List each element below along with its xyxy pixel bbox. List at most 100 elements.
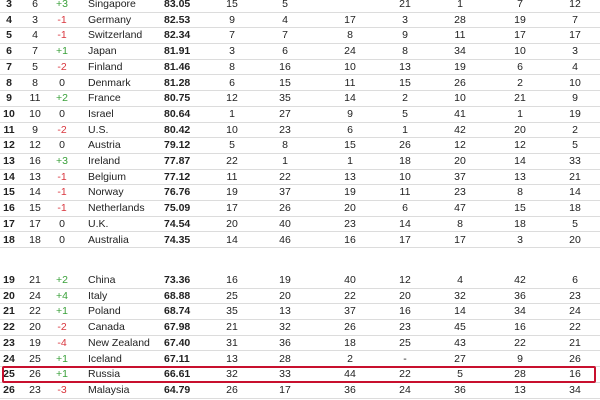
score: 66.61 [164,368,191,381]
rank: 22 [3,321,15,334]
metric: 23 [569,289,581,302]
metric: 17 [569,29,581,42]
metric: 5 [402,107,408,120]
metric: 34 [514,305,526,318]
metric: 5 [572,217,578,230]
metric: 20 [454,155,466,167]
country: Canada [88,321,125,334]
metric: 23 [279,123,291,136]
country: Poland [88,305,121,318]
metric: 15 [279,76,291,89]
metric: 21 [569,336,581,349]
metric: 18 [514,217,526,230]
metric: 20 [399,289,411,302]
metric: 8 [347,29,353,42]
table-row: 19 21 +2 China 73.36 16 19 40 12 4 42 6 [0,273,600,289]
prev-rank: 9 [32,123,38,136]
metric: 36 [514,289,526,302]
prev-rank: 16 [29,155,41,167]
metric: 21 [226,321,238,334]
metric: 16 [399,305,411,318]
metric: 22 [344,289,356,302]
score: 81.91 [164,45,191,58]
prev-rank: 21 [29,274,41,286]
metric: 1 [402,123,408,136]
prev-rank: 13 [29,170,41,183]
metric: 21 [569,170,581,183]
rank: 24 [3,352,15,365]
metric: 16 [569,368,581,381]
metric: 28 [279,352,291,365]
metric: 35 [226,305,238,318]
country: Germany [88,13,132,26]
metric: 33 [569,155,581,167]
metric: 1 [457,0,463,10]
rank: 17 [3,217,15,230]
metric: 4 [282,13,288,26]
metric: 21 [399,0,411,10]
metric: 6 [517,60,523,73]
metric: 24 [344,45,356,58]
prev-rank: 12 [29,139,41,152]
metric: 2 [572,123,578,136]
change: -2 [57,123,67,136]
prev-rank: 25 [29,352,41,365]
score: 67.98 [164,321,191,334]
metric: 24 [399,383,411,396]
change: 0 [59,139,65,152]
prev-rank: 6 [32,0,38,10]
table-row: 24 25 +1 Iceland 67.11 13 28 2 - 27 9 26 [0,352,600,368]
table-row: 12 12 0 Austria 79.12 5 8 15 26 12 12 5 [0,138,600,154]
metric: 12 [454,139,466,152]
metric: 13 [514,170,526,183]
metric: 7 [572,13,578,26]
metric: 13 [344,170,356,183]
country: Malaysia [88,383,130,396]
metric: 3 [229,45,235,58]
metric: 6 [229,76,235,89]
change: +1 [56,368,68,381]
score: 82.53 [164,13,191,26]
metric: 14 [454,305,466,318]
score: 74.35 [164,233,191,246]
metric: 1 [282,155,288,167]
metric: 10 [514,45,526,58]
metric: - [403,352,407,365]
metric: 9 [572,92,578,105]
rank: 10 [3,107,15,120]
metric: 23 [344,217,356,230]
metric: 20 [514,123,526,136]
prev-rank: 24 [29,289,41,302]
rank: 26 [3,383,15,396]
score: 74.54 [164,217,191,230]
prev-rank: 3 [32,13,38,26]
metric: 37 [454,170,466,183]
metric: 31 [226,336,238,349]
table-row: 23 19 -4 New Zealand 67.40 31 36 18 25 43 22 21 [0,336,600,352]
change: -2 [57,60,67,73]
metric: 26 [279,202,291,215]
metric: 5 [282,0,288,10]
metric: 2 [517,76,523,89]
change: -2 [57,321,67,334]
metric: 17 [344,13,356,26]
metric: 15 [226,0,238,10]
country: U.S. [88,123,109,136]
metric: 17 [279,383,291,396]
metric: 22 [226,155,238,167]
country: Russia [88,368,121,381]
metric: 6 [347,123,353,136]
table-row: 26 23 -3 Malaysia 64.79 26 17 36 24 36 13 34 [0,383,600,399]
metric: 18 [399,155,411,167]
change: -1 [57,202,67,215]
score: 80.42 [164,123,191,136]
rank: 25 [3,368,15,381]
table-row: 3 6 +3 Singapore 83.05 15 5 21 1 7 12 [0,0,600,13]
metric: 16 [344,233,356,246]
table-row: 21 22 +1 Poland 68.74 35 13 37 16 14 34 24 [0,304,600,321]
metric: 32 [226,368,238,381]
metric: 14 [226,233,238,246]
metric: 9 [517,352,523,365]
rank: 6 [6,45,12,58]
